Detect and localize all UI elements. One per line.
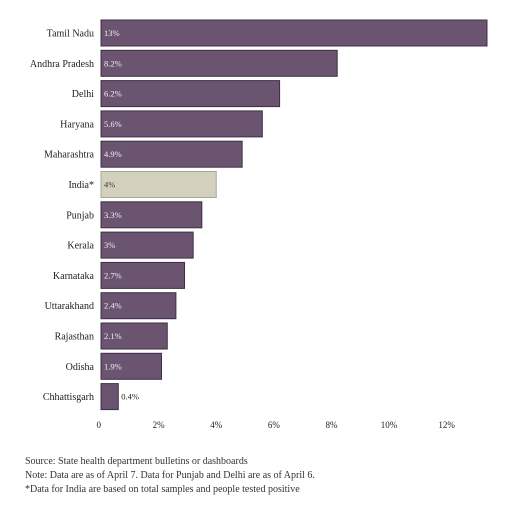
value-label-karnataka: 2.7% [104, 270, 122, 280]
bar-chhattisgarh [100, 383, 119, 411]
value-labels: 13% 8.2% 6.2% 5.6% 4.9% 4% 3.3% 3% 2.7% 2.4% 2.1% 1… [104, 28, 139, 402]
source-note: Source: State health department bulletin… [25, 456, 248, 467]
value-label-rajasthan: 2.1% [104, 331, 122, 341]
bar-odisha [100, 352, 162, 380]
value-label-odisha: 1.9% [104, 361, 122, 371]
x-tick-label: 10% [381, 420, 398, 430]
category-labels: Tamil Nadu Andhra Pradesh Delhi Haryana Maha… [30, 29, 95, 404]
value-label-andhra-pradesh: 8.2% [104, 58, 122, 68]
category-label-andhra-pradesh: Andhra Pradesh [30, 59, 94, 70]
bar-andhra-pradesh [100, 49, 338, 77]
value-label-uttarakhand: 2.4% [104, 301, 122, 311]
category-label-india: India* [68, 180, 94, 191]
x-tick-label: 0 [97, 420, 102, 430]
bar-delhi [100, 80, 281, 108]
data-note: Note: Data are as of April 7. Data for P… [25, 470, 315, 481]
category-label-tamil-nadu: Tamil Nadu [47, 29, 94, 40]
india-footnote: *Data for India are based on total sampl… [25, 484, 300, 495]
bar-kerala [100, 231, 194, 259]
category-label-chhattisgarh: Chhattisgarh [43, 392, 94, 403]
x-tick-label: 2% [153, 420, 166, 430]
bar-chart: Tamil Nadu Andhra Pradesh Delhi Haryana Maha… [30, 19, 488, 430]
value-label-haryana: 5.6% [104, 119, 122, 129]
bar-haryana [100, 110, 263, 138]
category-label-odisha: Odisha [66, 362, 95, 373]
value-label-tamil-nadu: 13% [104, 28, 120, 38]
x-tick-label: 12% [438, 420, 455, 430]
value-label-maharashtra: 4.9% [104, 149, 122, 159]
value-label-kerala: 3% [104, 240, 115, 250]
bar-maharashtra [100, 140, 243, 168]
category-label-delhi: Delhi [72, 89, 94, 100]
x-tick-label: 6% [268, 420, 281, 430]
value-label-delhi: 6.2% [104, 89, 122, 99]
x-tick-label: 8% [325, 420, 338, 430]
value-label-punjab: 3.3% [104, 210, 122, 220]
category-label-punjab: Punjab [66, 210, 94, 221]
x-axis-ticks: 0 2% 4% 6% 8% 10% 12% [97, 420, 456, 430]
category-label-karnataka: Karnataka [53, 271, 95, 282]
chart-notes: Source: State health department bulletin… [25, 455, 315, 497]
bar-tamil-nadu [100, 19, 488, 47]
bars-group [100, 19, 488, 411]
bar-rajasthan [100, 322, 168, 350]
value-label-chhattisgarh: 0.4% [121, 392, 139, 402]
category-label-kerala: Kerala [67, 241, 94, 252]
bar-india [100, 171, 217, 198]
category-label-maharashtra: Maharashtra [44, 150, 95, 161]
bar-karnataka [100, 261, 186, 289]
bar-uttarakhand [100, 292, 177, 320]
category-label-rajasthan: Rajasthan [55, 332, 94, 343]
category-label-uttarakhand: Uttarakhand [45, 301, 94, 312]
bar-punjab [100, 201, 203, 229]
x-tick-label: 4% [210, 420, 223, 430]
value-label-india: 4% [104, 180, 115, 190]
category-label-haryana: Haryana [60, 119, 94, 130]
